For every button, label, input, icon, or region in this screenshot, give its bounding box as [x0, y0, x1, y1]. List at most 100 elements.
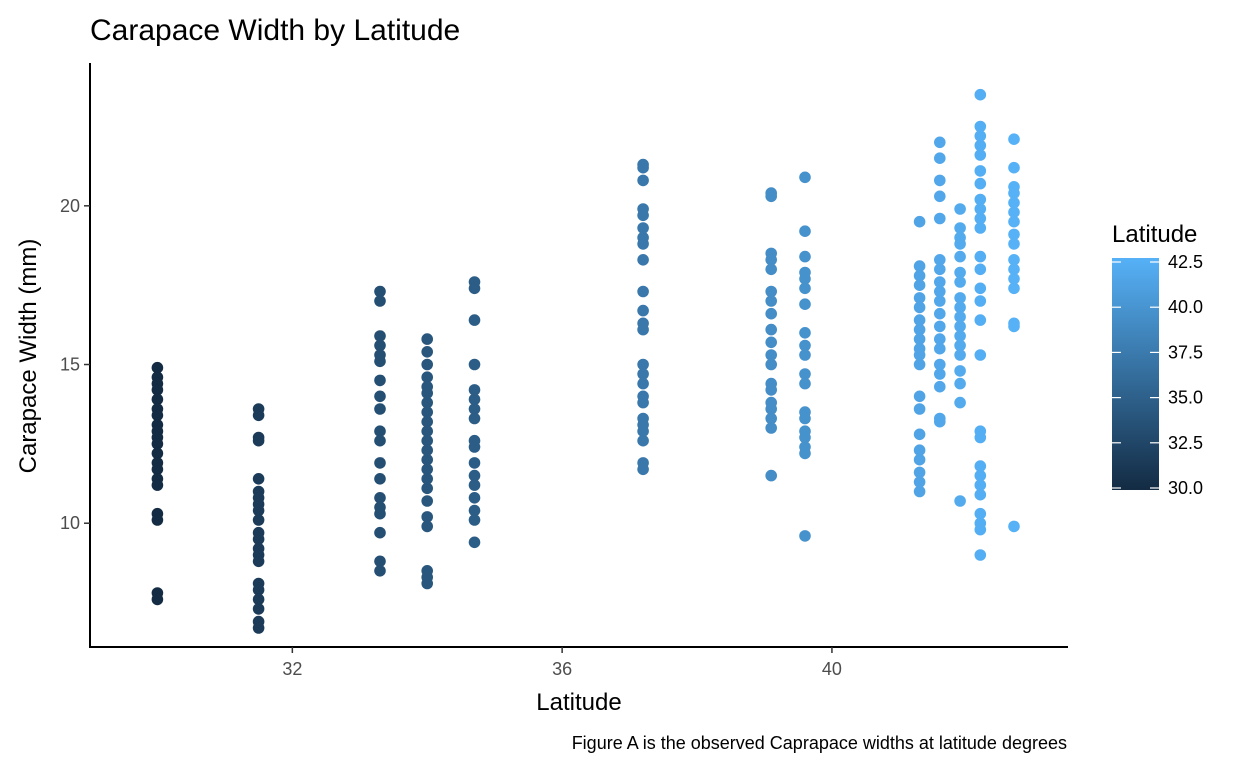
legend-colorbar — [1112, 258, 1159, 490]
data-point — [252, 555, 265, 568]
data-point — [421, 346, 434, 358]
color-legend: Latitude 30.0 32.5 35.0 37.5 40.0 42.5 — [1112, 221, 1203, 498]
data-point — [799, 282, 811, 295]
data-point — [421, 577, 434, 590]
data-point — [913, 269, 926, 282]
data-point — [468, 457, 481, 469]
data-point — [913, 390, 926, 403]
data-point — [974, 295, 987, 307]
legend-ticks: 30.0 32.5 35.0 37.5 40.0 42.5 — [1112, 252, 1203, 498]
data-point — [799, 377, 811, 390]
legend-tick-label: 32.5 — [1168, 433, 1203, 453]
data-point — [913, 215, 926, 228]
data-point — [799, 273, 811, 285]
data-point — [974, 314, 987, 326]
data-point — [974, 507, 987, 520]
x-axis-title: Latitude — [536, 689, 621, 716]
legend-tick-label: 42.5 — [1168, 252, 1203, 272]
data-point — [765, 190, 777, 203]
data-point — [954, 320, 966, 333]
data-point — [799, 339, 811, 352]
data-point — [374, 285, 386, 298]
data-point — [1008, 228, 1020, 241]
data-point — [468, 358, 481, 371]
legend-tick-label: 37.5 — [1168, 342, 1203, 362]
data-point — [799, 298, 811, 311]
data-point — [374, 555, 386, 568]
data-point — [974, 523, 987, 536]
data-point — [421, 396, 434, 409]
data-point — [1008, 253, 1020, 266]
data-point — [468, 282, 481, 295]
data-point — [468, 479, 481, 491]
data-point — [974, 222, 987, 234]
data-point — [974, 149, 987, 161]
data-point — [374, 390, 386, 403]
data-point — [421, 415, 434, 428]
data-point — [974, 549, 987, 561]
data-point — [374, 457, 386, 469]
data-point — [421, 387, 434, 399]
data-point — [637, 238, 649, 250]
data-point — [637, 425, 649, 438]
data-point — [974, 479, 987, 491]
data-point — [151, 409, 164, 422]
data-point — [974, 165, 987, 177]
data-point — [799, 250, 811, 263]
data-point — [974, 120, 987, 133]
data-point — [934, 285, 946, 298]
data-point — [934, 358, 946, 371]
data-point — [799, 368, 811, 380]
data-point — [421, 333, 434, 345]
data-point — [913, 466, 926, 479]
data-point — [421, 444, 434, 457]
data-point — [934, 152, 946, 164]
data-point — [252, 622, 265, 634]
data-point — [252, 409, 265, 422]
data-point — [765, 349, 777, 361]
y-ticks: 10 15 20 — [60, 196, 90, 533]
data-point — [421, 453, 434, 466]
data-point — [421, 406, 434, 418]
data-point — [954, 222, 966, 234]
data-point — [421, 463, 434, 476]
data-point — [799, 431, 811, 444]
data-point — [954, 238, 966, 250]
data-point — [151, 361, 164, 374]
data-point — [799, 327, 811, 339]
data-point — [974, 469, 987, 482]
data-point — [765, 307, 777, 320]
data-point — [934, 212, 946, 225]
data-point — [637, 304, 649, 317]
data-point — [799, 171, 811, 184]
data-point — [421, 482, 434, 495]
data-point — [374, 425, 386, 438]
data-point — [974, 263, 987, 276]
data-point — [374, 355, 386, 368]
data-point — [151, 393, 164, 406]
data-point — [934, 333, 946, 345]
data-point — [374, 434, 386, 447]
data-point — [421, 520, 434, 533]
data-point — [765, 285, 777, 298]
data-point — [637, 285, 649, 298]
data-point — [421, 511, 434, 523]
y-tick-label: 10 — [60, 513, 80, 533]
data-point — [151, 384, 164, 396]
data-point — [151, 463, 164, 476]
data-point — [421, 371, 434, 384]
data-point — [1008, 215, 1020, 228]
data-point — [974, 282, 987, 295]
legend-title: Latitude — [1112, 221, 1197, 248]
data-point — [974, 250, 987, 263]
data-point — [974, 349, 987, 361]
data-point — [151, 593, 164, 606]
data-point — [934, 342, 946, 355]
data-point — [1008, 133, 1020, 145]
x-tick-label: 36 — [552, 659, 572, 679]
data-point — [765, 263, 777, 276]
data-point — [954, 276, 966, 288]
data-point — [954, 365, 966, 377]
data-point — [637, 396, 649, 409]
